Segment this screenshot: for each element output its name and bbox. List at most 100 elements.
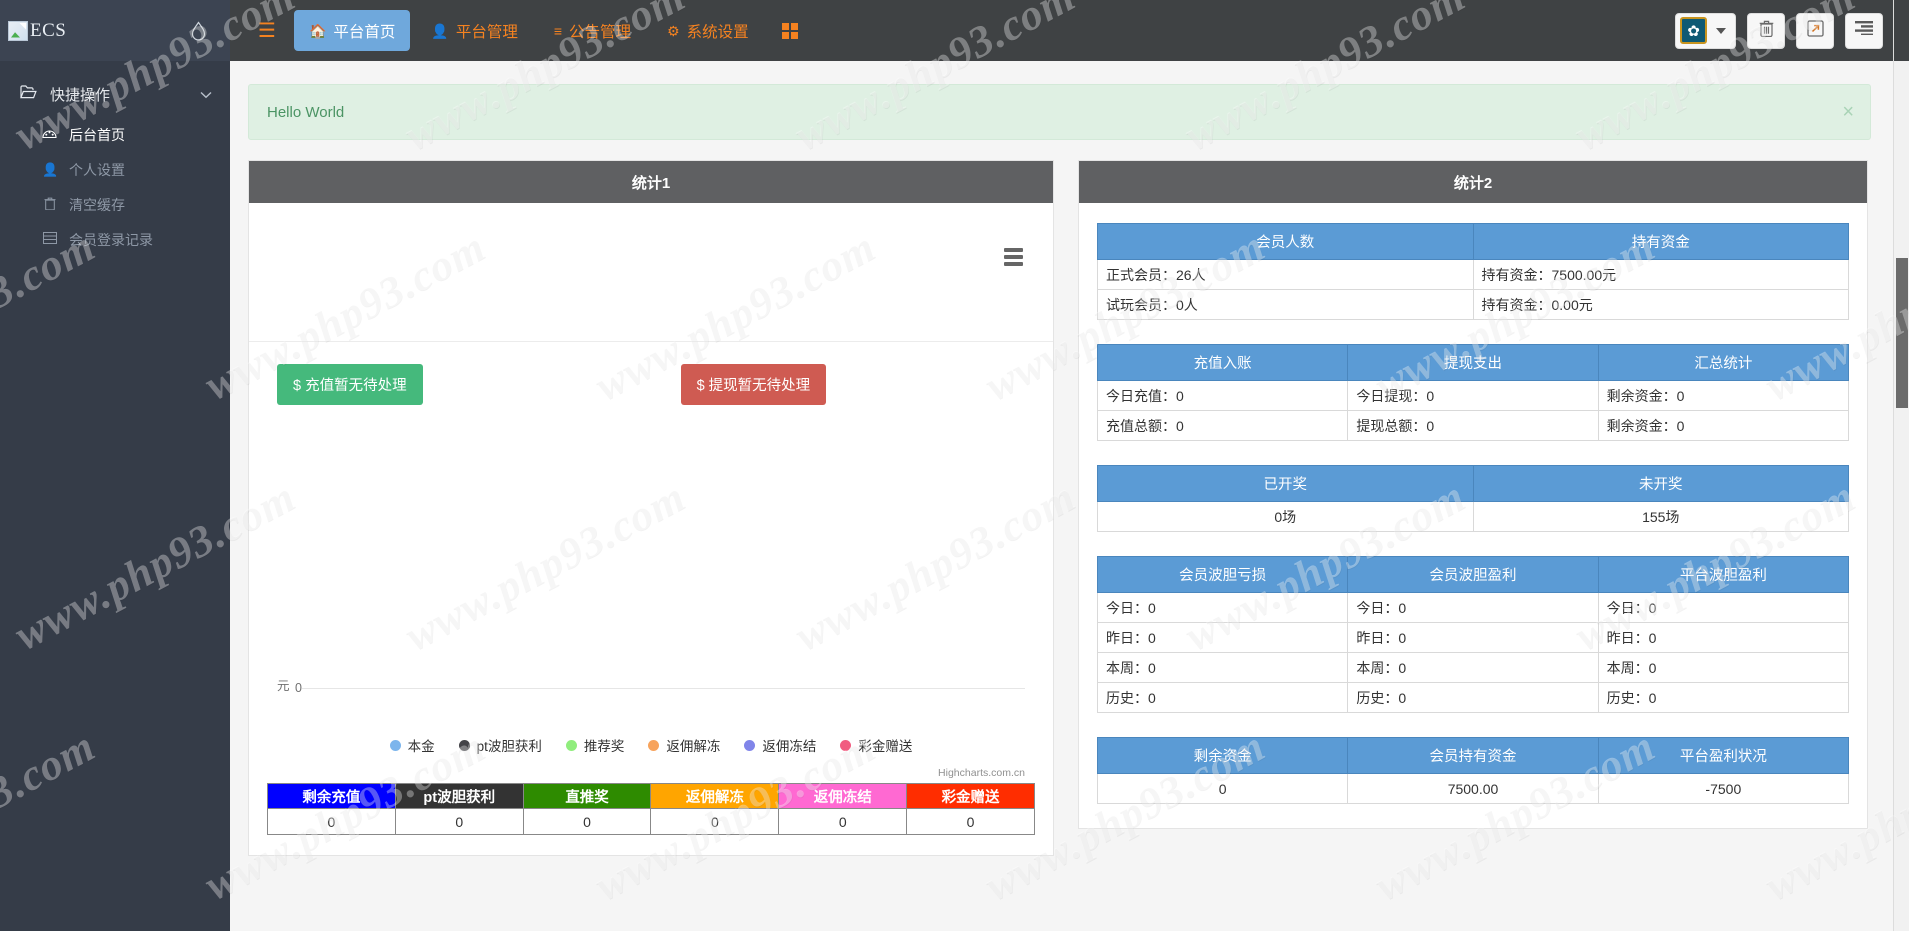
color-table-header-row: 剩余充值 pt波胆获利 直推奖 返佣解冻 返佣冻结 彩金赠送 xyxy=(267,783,1035,809)
trash-button[interactable] xyxy=(1747,12,1785,49)
brand-logo-alt-text: ECS xyxy=(30,19,67,41)
members-table: 会员人数 持有资金 正式会员：26人 持有资金：7500.00元 试玩会员：0人 持有资金… xyxy=(1097,223,1849,320)
table-icon xyxy=(42,232,57,247)
highcharts-credit: Highcharts.com.cn xyxy=(938,767,1025,779)
color-table-header-cell: 返佣冻结 xyxy=(778,783,908,809)
nav-item-label: 平台管理 xyxy=(455,23,518,41)
color-table-value-cell: 0 xyxy=(650,808,780,835)
color-table-value-cell: 0 xyxy=(522,808,652,835)
sidebar: 快捷操作 后台首页 👤 个人设置 清空缓存 会员登录记录 xyxy=(0,61,230,931)
stats-panel-2: 统计2 会员人数 持有资金 正式会员：26人 持有资金：7500.00元 试玩会员：0人… xyxy=(1078,160,1868,856)
sidebar-item-personal-settings[interactable]: 👤 个人设置 xyxy=(0,152,230,187)
brand-area: ECS xyxy=(0,0,230,61)
chart-menu-icon[interactable] xyxy=(1004,248,1023,269)
color-table-value-cell: 0 xyxy=(394,808,524,835)
nav-item-platform-home[interactable]: 🏠 平台首页 xyxy=(293,10,411,51)
user-icon: 👤 xyxy=(42,161,59,177)
chart-legend-item[interactable]: 推荐奖 xyxy=(565,735,624,755)
external-link-icon xyxy=(1806,19,1824,42)
top-right-toolbar: ✿ xyxy=(1675,0,1883,61)
nav-items-area: ☰ 🏠 平台首页 👤 平台管理 ≡ 公告管理 ⚙ 系统设置 xyxy=(230,0,1909,61)
chart-legend-label: pt波胆获利 xyxy=(476,739,542,754)
table-cell: 155场 xyxy=(1472,501,1849,532)
alert-text: Hello World xyxy=(267,103,345,121)
panel-2: 统计2 会员人数 持有资金 正式会员：26人 持有资金：7500.00元 试玩会员：0人… xyxy=(1078,160,1868,829)
color-table-header-cell: 彩金赠送 xyxy=(906,783,1035,809)
nav-item-system-settings[interactable]: ⚙ 系统设置 xyxy=(652,10,764,51)
color-table-header-cell: 直推奖 xyxy=(522,783,652,809)
table-header-row: 充值入账 提现支出 汇总统计 xyxy=(1096,344,1850,381)
table-row: 正式会员：26人 持有资金：7500.00元 xyxy=(1097,259,1849,290)
table-cell: 本周：0 xyxy=(1096,652,1349,683)
table-header-row: 会员人数 持有资金 xyxy=(1097,223,1849,260)
legend-marker-dot-icon xyxy=(744,739,756,751)
table-header-cell: 未开奖 xyxy=(1472,465,1849,502)
table-row: 历史：0 历史：0 历史：0 xyxy=(1096,682,1850,713)
menu-lines-button[interactable] xyxy=(1845,12,1883,49)
chart-legend-item[interactable]: 彩金赠送 xyxy=(840,735,912,755)
nav-item-label: 公告管理 xyxy=(569,23,632,41)
table-cell: 历史：0 xyxy=(1347,682,1599,713)
table-header-cell: 提现支出 xyxy=(1347,344,1599,381)
stats-panel-1: 统计1 $ 充值暂无待处理 $ 提现暂无待处理 元 0 本金 pt波胆获利 推荐奖返… xyxy=(248,160,1054,856)
table-cell: 持有资金：0.00元 xyxy=(1472,289,1849,320)
table-cell: 正式会员：26人 xyxy=(1097,259,1474,290)
close-icon[interactable]: × xyxy=(1842,101,1854,123)
panel-2-body: 会员人数 持有资金 正式会员：26人 持有资金：7500.00元 试玩会员：0人 持有资金… xyxy=(1079,203,1867,804)
sidebar-toggle-hamburger-icon[interactable]: ☰ xyxy=(258,19,276,42)
recharge-pending-button[interactable]: $ 充值暂无待处理 xyxy=(277,364,423,405)
scrollbar-thumb[interactable] xyxy=(1896,258,1908,408)
chart-legend-item[interactable]: 本金 xyxy=(389,735,435,755)
sidebar-item-label: 会员登录记录 xyxy=(69,231,153,248)
vertical-scrollbar[interactable] xyxy=(1893,0,1909,931)
funds-summary-table: 剩余资金 会员持有资金 平台盈利状况 0 7500.00 -7500 xyxy=(1096,737,1850,804)
color-table-value-cell: 0 xyxy=(778,808,908,835)
nav-item-label: 系统设置 xyxy=(686,23,749,41)
water-drop-icon[interactable] xyxy=(191,20,206,40)
table-header-cell: 充值入账 xyxy=(1096,344,1349,381)
nav-item-platform-manage[interactable]: 👤 平台管理 xyxy=(416,10,532,51)
chevron-down-icon xyxy=(1716,27,1726,34)
list-icon: ≡ xyxy=(553,22,563,39)
table-cell: 昨日：0 xyxy=(1347,622,1599,653)
table-cell: 持有资金：7500.00元 xyxy=(1472,259,1849,290)
home-icon: 🏠 xyxy=(308,22,327,39)
withdraw-pending-button[interactable]: $ 提现暂无待处理 xyxy=(680,364,827,405)
scrollbar-top-cap xyxy=(1894,0,1909,61)
broken-image-icon xyxy=(8,20,28,41)
table-header-cell: 会员波胆亏损 xyxy=(1096,556,1349,593)
chart-legend-item[interactable]: pt波胆获利 xyxy=(458,735,542,755)
sidebar-item-clear-cache[interactable]: 清空缓存 xyxy=(0,187,230,222)
chart-legend-item[interactable]: 返佣冻结 xyxy=(744,735,816,755)
table-cell: 今日：0 xyxy=(1096,592,1349,623)
legend-marker-dot-icon xyxy=(458,739,470,751)
recharge-withdraw-table: 充值入账 提现支出 汇总统计 今日充值：0 今日提现：0 剩余资金：0 充值总额：0 提现总额… xyxy=(1096,344,1850,441)
chart-legend-item[interactable]: 返佣解冻 xyxy=(648,735,720,755)
sidebar-group-quick-actions[interactable]: 快捷操作 xyxy=(0,71,230,117)
folder-open-icon xyxy=(20,85,37,103)
grid-icon[interactable] xyxy=(781,22,798,39)
table-header-row: 已开奖 未开奖 xyxy=(1097,465,1849,502)
dashboard-columns: 统计1 $ 充值暂无待处理 $ 提现暂无待处理 元 0 本金 pt波胆获利 推荐奖返… xyxy=(230,140,1895,856)
table-cell: 历史：0 xyxy=(1597,682,1850,713)
alert-banner: Hello World × xyxy=(248,84,1871,140)
nav-item-notice-manage[interactable]: ≡ 公告管理 xyxy=(539,10,646,51)
table-cell: 充值总额：0 xyxy=(1096,410,1349,441)
table-cell: 剩余资金：0 xyxy=(1597,410,1850,441)
sidebar-item-backend-home[interactable]: 后台首页 xyxy=(0,117,230,152)
table-cell: 今日：0 xyxy=(1597,592,1850,623)
status-buttons-row: $ 充值暂无待处理 $ 提现暂无待处理 xyxy=(249,341,1053,405)
highcharts-chart[interactable]: $ 充值暂无待处理 $ 提现暂无待处理 元 0 本金 pt波胆获利 推荐奖 返佣解冻 返… xyxy=(249,203,1053,783)
sidebar-item-member-login-records[interactable]: 会员登录记录 xyxy=(0,222,230,257)
chevron-down-icon xyxy=(200,86,212,103)
table-header-row: 剩余资金 会员持有资金 平台盈利状况 xyxy=(1096,737,1850,774)
chart-legend-label: 返佣解冻 xyxy=(666,739,721,754)
table-cell: 0 xyxy=(1096,773,1349,804)
legend-marker-dot-icon xyxy=(840,739,852,751)
table-header-cell: 平台波胆盈利 xyxy=(1597,556,1850,593)
table-row: 今日：0 今日：0 今日：0 xyxy=(1096,592,1850,623)
theme-leaf-button[interactable]: ✿ xyxy=(1675,12,1736,49)
external-link-button[interactable] xyxy=(1796,12,1834,49)
